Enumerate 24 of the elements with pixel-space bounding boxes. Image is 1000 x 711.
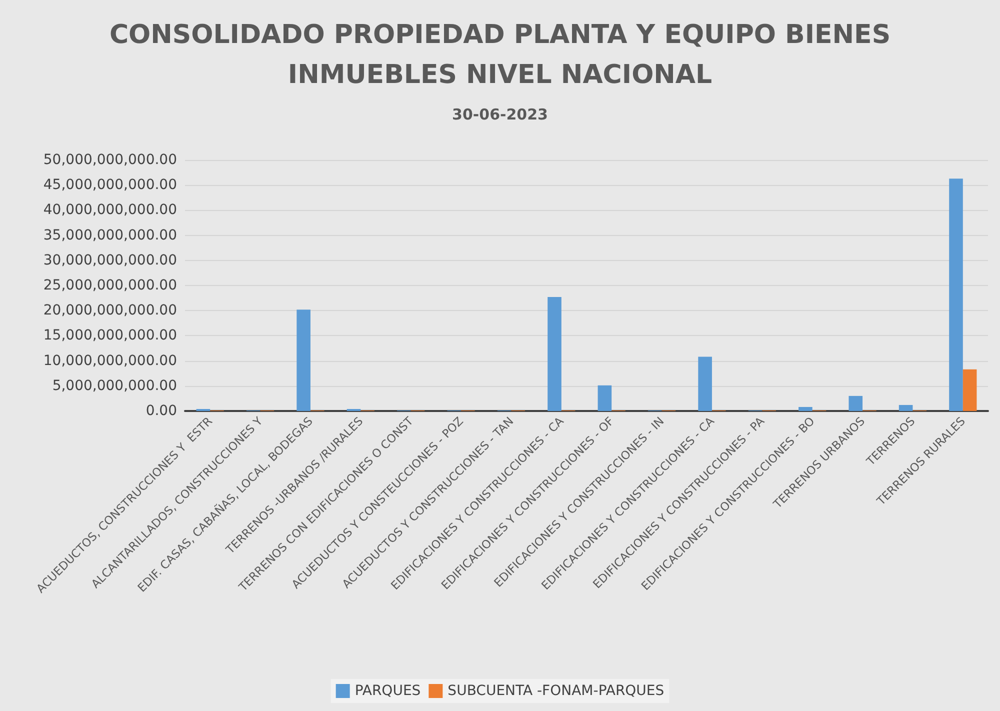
y-tick-label: 40,000,000,000.00 <box>43 202 177 218</box>
bar <box>949 178 963 411</box>
y-tick-label: 35,000,000,000.00 <box>43 227 177 244</box>
bar <box>848 396 863 411</box>
chart-title: CONSOLIDADO PROPIEDAD PLANTA Y EQUIPO BIENES INMUEBLES NIVEL NACIONAL <box>109 20 891 90</box>
y-tick-label: 0.00 <box>146 403 177 419</box>
y-tick-label: 30,000,000,000.00 <box>43 252 177 268</box>
bar <box>598 385 612 411</box>
bar <box>962 369 977 411</box>
y-tick-label: 15,000,000,000.00 <box>43 328 177 344</box>
legend-label: PARQUES <box>354 683 421 699</box>
y-tick-label: 10,000,000,000.00 <box>43 352 177 369</box>
bar <box>798 406 812 411</box>
y-tick-label: 50,000,000,000.00 <box>43 152 177 168</box>
bar <box>698 356 712 411</box>
bar <box>898 404 913 411</box>
bar <box>296 310 310 411</box>
y-tick-label: 45,000,000,000.00 <box>43 177 177 194</box>
legend-label: SUBCUENTA -FONAM-PARQUES <box>448 683 664 699</box>
y-tick-label: 25,000,000,000.00 <box>43 278 177 294</box>
y-tick-label: 5,000,000,000.00 <box>52 378 177 394</box>
y-tick-label: 20,000,000,000.00 <box>43 302 177 319</box>
bar <box>548 297 562 411</box>
chart-subtitle: 30-06-2023 <box>452 106 548 124</box>
